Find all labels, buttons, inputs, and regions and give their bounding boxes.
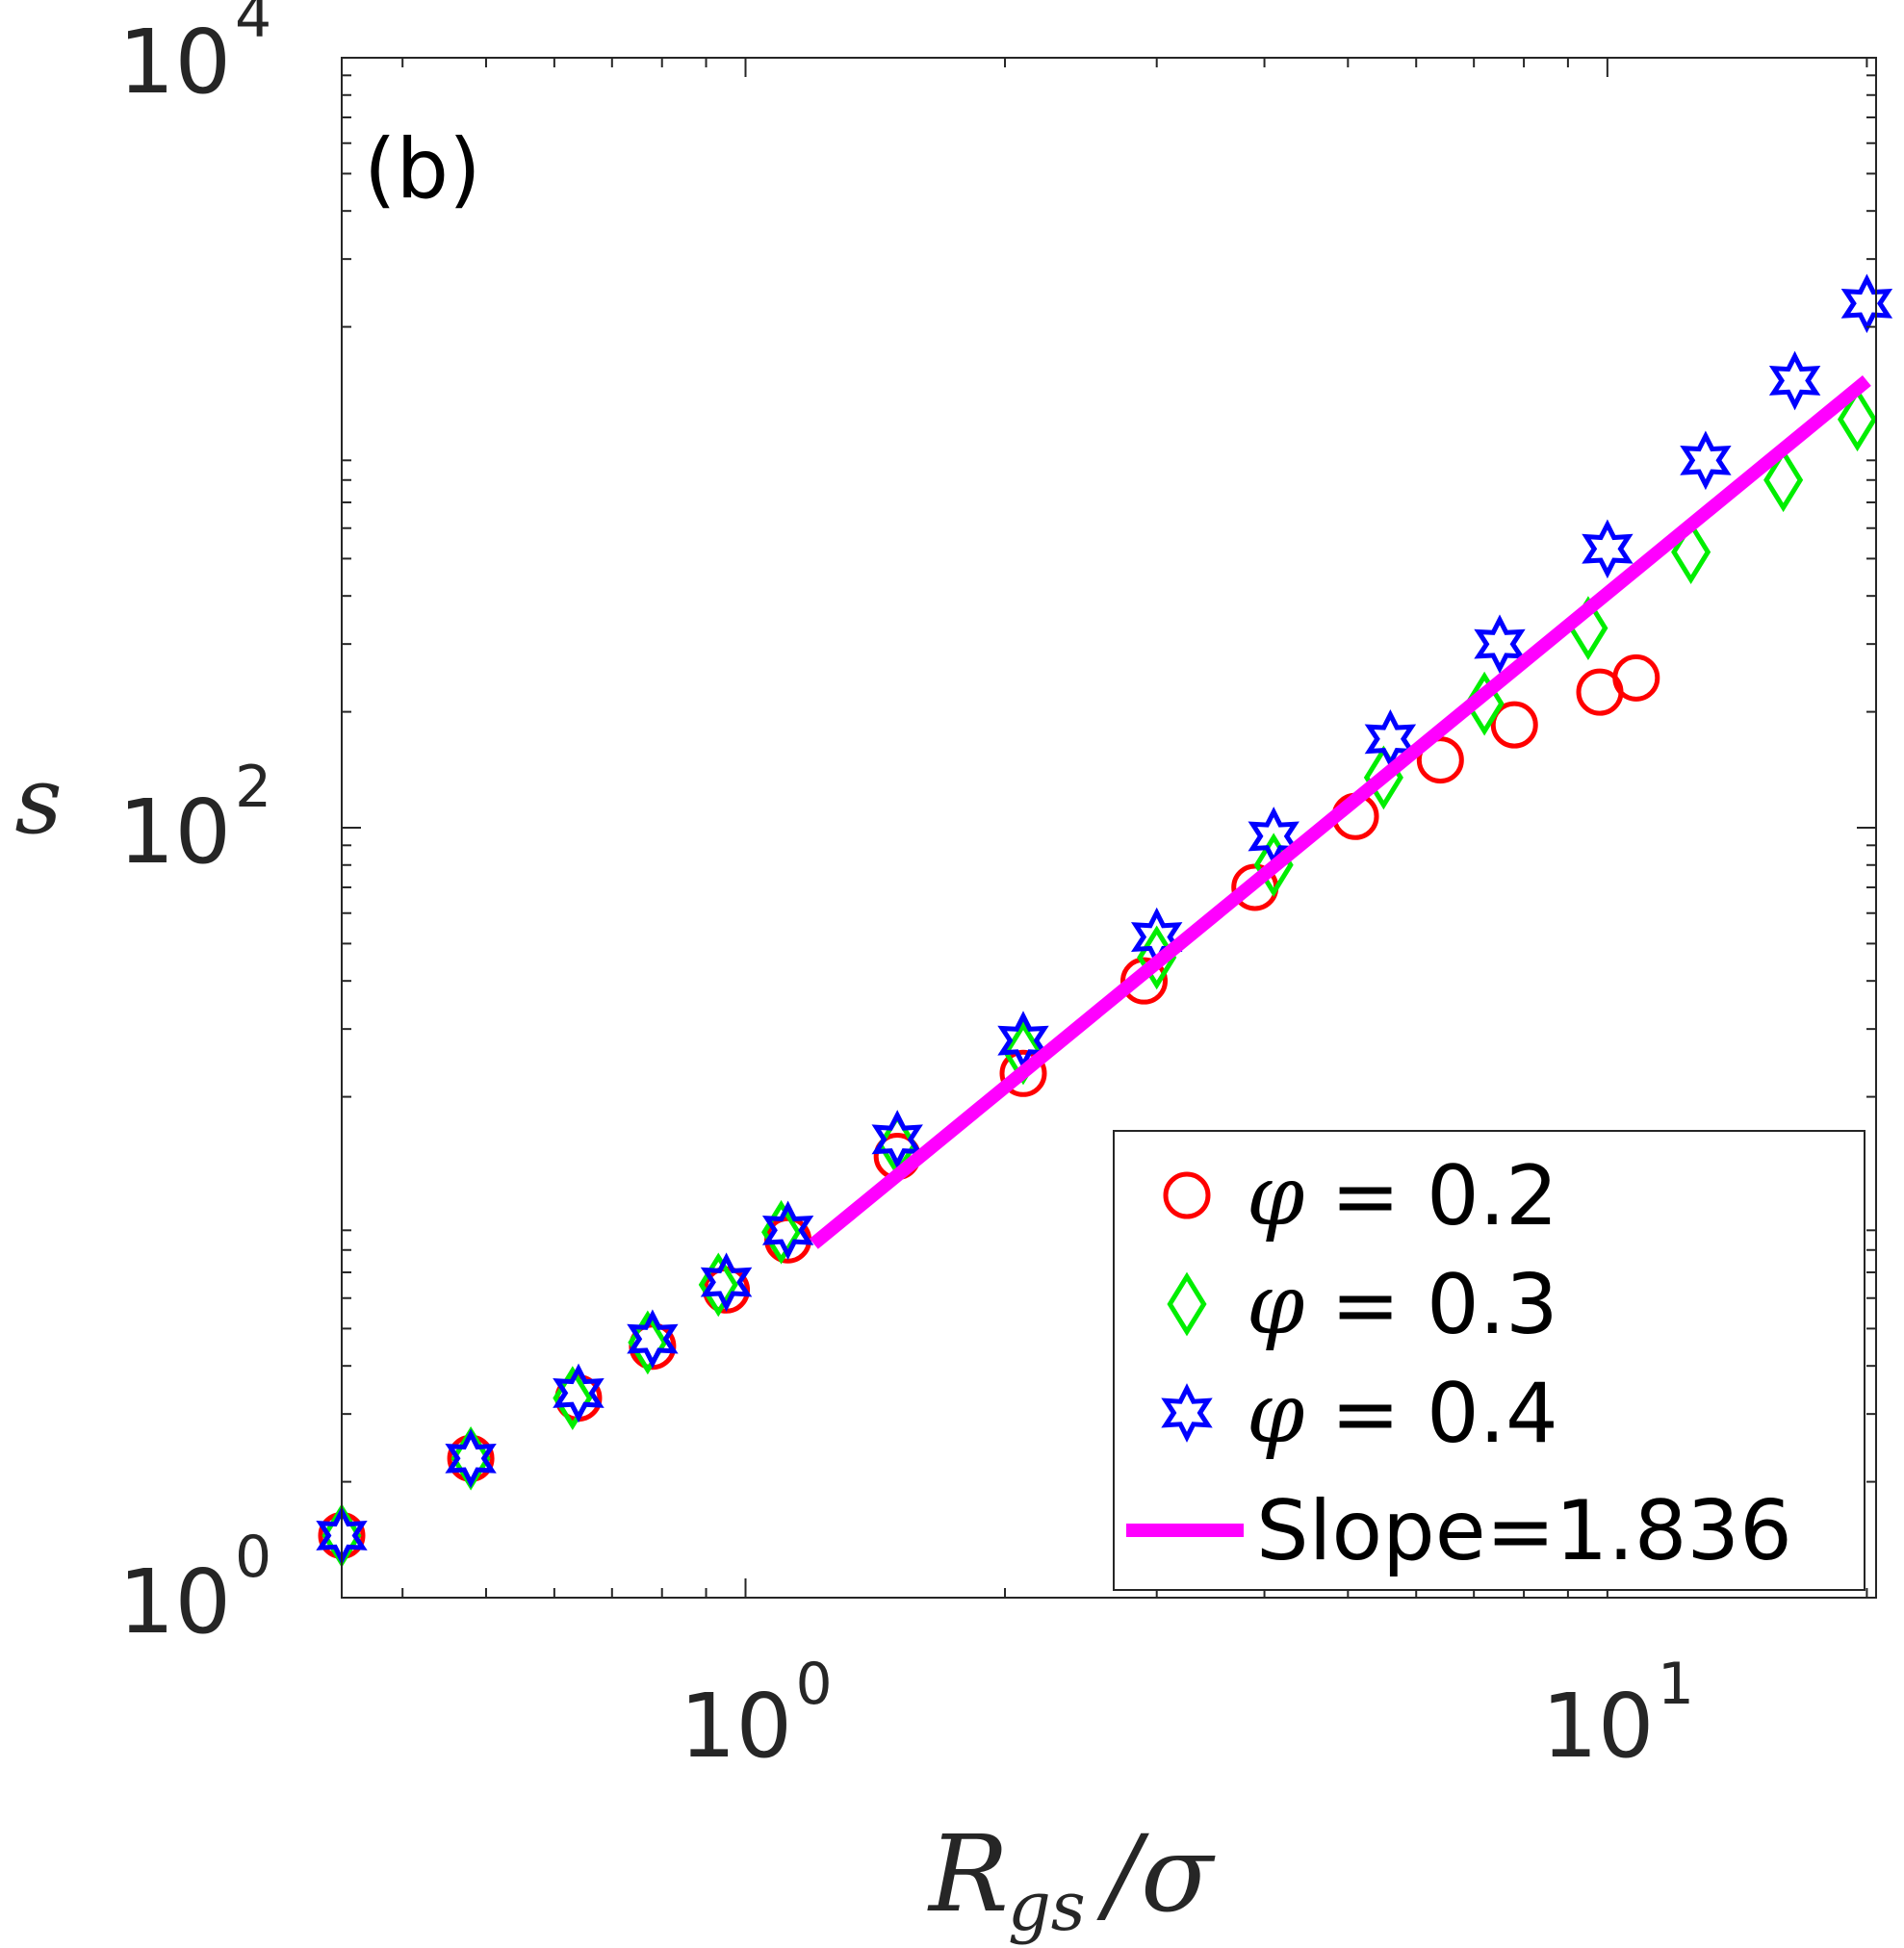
legend-label: φ = 0.2 <box>1247 1148 1558 1244</box>
data-point-hexagram <box>1474 614 1526 675</box>
tick-layer: 10 0 10 110 010 210 4 <box>118 0 1876 1778</box>
y-axis-label: s <box>14 747 62 855</box>
x-tick-label-exp: 1 <box>1658 1651 1694 1718</box>
data-point-diamond <box>1464 671 1505 736</box>
legend-box <box>1113 1130 1865 1591</box>
data-point-circle <box>999 1049 1047 1097</box>
legend-label: φ = 0.4 <box>1247 1366 1558 1462</box>
data-point-hexagram <box>1582 519 1634 579</box>
legend-marker-hexagram <box>1161 1383 1213 1443</box>
data-point-circle <box>1120 957 1169 1005</box>
legend-marker-diamond <box>1167 1271 1207 1337</box>
data-point-hexagram <box>1680 430 1732 491</box>
y-tick-label-exp: 2 <box>235 754 271 821</box>
fit-layer <box>809 375 1871 1249</box>
data-point-hexagram <box>627 1309 679 1370</box>
legend-item-fit: Slope=1.836 <box>1126 1483 1792 1579</box>
y-tick-label-2: 10 4 <box>118 0 271 114</box>
data-point-hexagram <box>761 1200 814 1261</box>
fit-line <box>809 375 1871 1249</box>
x-tick-label-1: 10 1 <box>1541 1651 1694 1778</box>
data-point-diamond <box>1763 448 1804 513</box>
x-tick-label-0: 10 0 <box>680 1651 833 1778</box>
legend-fit-label: Slope=1.836 <box>1256 1483 1792 1579</box>
data-point-hexagram <box>1768 350 1821 411</box>
x-axis-label: R gs /σ <box>927 1812 1216 1946</box>
legend-marker-circle <box>1163 1171 1211 1219</box>
y-tick-label-base: 10 <box>118 781 231 884</box>
legend-value: = 0.3 <box>1304 1257 1558 1353</box>
data-point-hexagram <box>553 1363 605 1423</box>
y-tick-label-1: 10 2 <box>118 754 271 884</box>
legend-item-1: φ = 0.3 <box>1167 1257 1558 1353</box>
legend-label: φ = 0.3 <box>1247 1257 1558 1353</box>
plot-frame <box>341 57 1877 1599</box>
y-tick-label-base: 10 <box>118 1551 231 1653</box>
legend-value: = 0.2 <box>1304 1148 1558 1244</box>
legend-phi-symbol: φ <box>1247 1366 1304 1462</box>
y-tick-label-base: 10 <box>118 11 231 114</box>
data-point-hexagram <box>1840 273 1893 334</box>
panel-label: (b) <box>364 121 481 218</box>
legend-item-0: φ = 0.2 <box>1163 1148 1558 1244</box>
data-point-hexagram <box>871 1110 923 1169</box>
data-point-hexagram <box>700 1252 753 1313</box>
x-tick-label-base: 10 <box>680 1675 792 1778</box>
data-point-circle <box>1490 701 1538 749</box>
x-tick-label-base: 10 <box>1541 1675 1654 1778</box>
y-tick-label-exp: 4 <box>235 0 271 51</box>
legend-phi-symbol: φ <box>1247 1148 1304 1244</box>
data-layer <box>316 273 1893 1568</box>
legend-phi-symbol: φ <box>1247 1257 1304 1353</box>
legend-item-2: φ = 0.4 <box>1161 1366 1558 1462</box>
data-point-hexagram <box>445 1428 497 1489</box>
x-axis-label-main: R <box>927 1812 1009 1935</box>
x-axis-label-tail: /σ <box>1096 1812 1216 1935</box>
x-tick-label-exp: 0 <box>795 1651 832 1718</box>
data-point-diamond <box>1838 387 1878 452</box>
data-point-circle <box>1612 654 1660 702</box>
y-tick-label-0: 10 0 <box>118 1524 271 1653</box>
series-hexagram <box>316 273 1893 1566</box>
data-point-diamond <box>1671 520 1711 584</box>
legend-value: = 0.4 <box>1304 1366 1558 1462</box>
x-axis-label-subscript: gs <box>1008 1867 1086 1946</box>
y-tick-label-exp: 0 <box>235 1524 271 1591</box>
